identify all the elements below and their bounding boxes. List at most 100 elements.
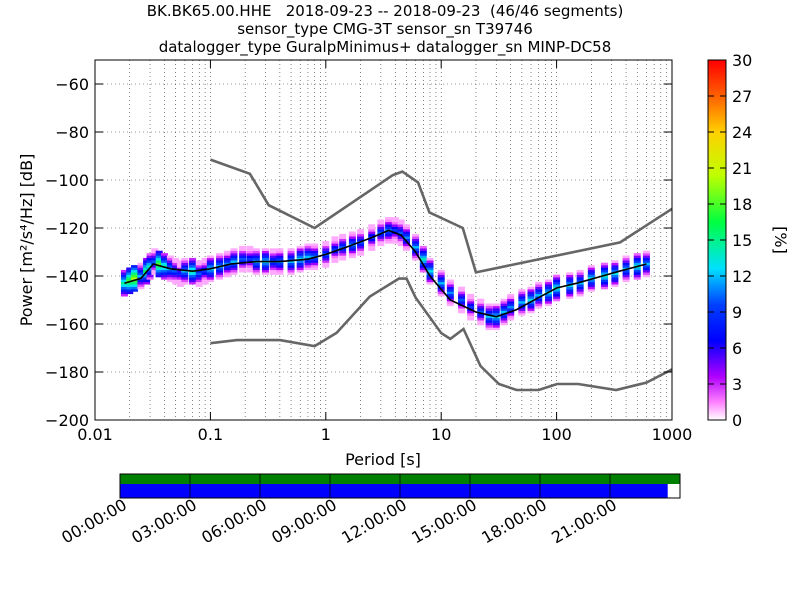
x-tick-label: 100 bbox=[541, 425, 572, 444]
heatmap-cell bbox=[446, 291, 454, 295]
heatmap-cell bbox=[181, 277, 189, 280]
heatmap-cell bbox=[622, 260, 630, 263]
heatmap-cell bbox=[535, 293, 543, 297]
heatmap-cell bbox=[276, 253, 284, 256]
heatmap-cell bbox=[576, 269, 584, 273]
heatmap-cell bbox=[553, 279, 561, 283]
heatmap-cell bbox=[137, 262, 145, 266]
heatmap-cell bbox=[477, 315, 485, 319]
y-tick-label: −200 bbox=[45, 411, 89, 430]
heatmap-cell bbox=[206, 257, 214, 261]
heatmap-cell bbox=[322, 243, 330, 247]
heatmap-cell bbox=[276, 250, 284, 254]
y-axis-ticks: −200 −180 −160 −140 −120 −100 −80 −60 bbox=[45, 75, 672, 430]
heatmap-cell bbox=[287, 262, 295, 266]
heatmap-cell bbox=[166, 255, 174, 259]
heatmap-cell bbox=[172, 269, 180, 273]
heatmap-cell bbox=[402, 236, 410, 239]
heatmap-cell bbox=[189, 277, 197, 280]
heatmap-cell bbox=[535, 298, 543, 302]
heatmap-cell bbox=[252, 257, 260, 261]
heatmap-cell bbox=[120, 272, 128, 275]
heatmap-cell bbox=[357, 238, 365, 242]
heatmap-cell bbox=[206, 274, 214, 278]
heatmap-cell bbox=[642, 267, 650, 271]
heatmap-cell bbox=[181, 272, 189, 275]
heatmap-cell bbox=[397, 236, 405, 239]
heatmap-cell bbox=[311, 253, 319, 256]
heatmap-cell bbox=[261, 265, 269, 268]
heatmap-cell bbox=[397, 238, 405, 242]
heatmap-cell bbox=[368, 241, 376, 244]
heatmap-cell bbox=[467, 313, 475, 316]
heatmap-cell bbox=[176, 279, 184, 283]
heatmap-cell bbox=[458, 305, 466, 309]
heatmap-cell bbox=[296, 255, 304, 259]
heatmap-cell bbox=[172, 272, 180, 275]
heatmap-cell bbox=[507, 317, 515, 321]
heatmap-cell bbox=[492, 322, 500, 326]
heatmap-cell bbox=[458, 293, 466, 297]
heatmap-cell bbox=[385, 226, 393, 230]
heatmap-cell bbox=[189, 257, 197, 261]
heatmap-cell bbox=[172, 279, 180, 283]
heatmap-cell bbox=[166, 272, 174, 275]
heatmap-cell bbox=[611, 279, 619, 283]
heatmap-cell bbox=[412, 255, 420, 259]
heatmap-cell bbox=[206, 272, 214, 275]
heatmap-cell bbox=[412, 245, 420, 249]
heatmap-cell bbox=[535, 289, 543, 292]
heatmap-cell bbox=[155, 262, 163, 266]
heatmap-cell bbox=[239, 267, 247, 271]
heatmap-cell bbox=[385, 233, 393, 237]
heatmap-cell bbox=[223, 255, 231, 259]
heatmap-cell bbox=[576, 277, 584, 280]
heatmap-cell bbox=[622, 279, 630, 283]
colorbar-tick-label: 21 bbox=[732, 159, 752, 178]
heatmap-cell bbox=[151, 269, 159, 273]
x-tick-label: 1000 bbox=[652, 425, 693, 444]
heatmap-cell bbox=[160, 272, 168, 275]
heatmap-cell bbox=[230, 260, 238, 263]
heatmap-cell bbox=[348, 248, 356, 251]
timeline-tick-label: 09:00:00 bbox=[268, 495, 340, 547]
heatmap-cell bbox=[137, 286, 145, 290]
heatmap-cell bbox=[437, 286, 445, 290]
heatmap-cell bbox=[216, 272, 224, 275]
heatmap-cell bbox=[391, 229, 399, 232]
colorbar-tick-label: 0 bbox=[732, 411, 742, 430]
heatmap-cell bbox=[544, 298, 552, 302]
heatmap-cell bbox=[304, 250, 312, 254]
heatmap-cell bbox=[195, 274, 203, 278]
heatmap-cell bbox=[527, 293, 535, 297]
heatmap-cell bbox=[206, 269, 214, 273]
heatmap-cell bbox=[437, 281, 445, 285]
heatmap-cell bbox=[120, 293, 128, 297]
heatmap-cell bbox=[146, 260, 154, 263]
heatmap-cell bbox=[566, 279, 574, 283]
heatmap-cell bbox=[385, 219, 393, 223]
heatmap-cell bbox=[576, 274, 584, 278]
heatmap-cell bbox=[348, 245, 356, 249]
heatmap-cell bbox=[566, 296, 574, 299]
heatmap-cell bbox=[622, 277, 630, 280]
heatmap-cell bbox=[642, 253, 650, 256]
heatmap-cell bbox=[276, 262, 284, 266]
heatmap-cell bbox=[402, 224, 410, 227]
heatmap-cell bbox=[131, 289, 139, 292]
heatmap-cell bbox=[120, 277, 128, 280]
heatmap-cell bbox=[151, 260, 159, 263]
heatmap-cell bbox=[600, 281, 608, 285]
heatmap-cell bbox=[446, 293, 454, 297]
heatmap-cell bbox=[402, 231, 410, 235]
chart-title-line-3: datalogger_type GuralpMinimus+ datalogge… bbox=[158, 38, 612, 56]
heatmap-cell bbox=[311, 267, 319, 271]
heatmap-cell bbox=[544, 281, 552, 285]
heatmap-cell bbox=[518, 291, 526, 295]
heatmap-cell bbox=[216, 262, 224, 266]
heatmap-cell bbox=[172, 257, 180, 261]
heatmap-cell bbox=[391, 217, 399, 220]
heatmap-cell bbox=[391, 233, 399, 237]
heatmap-cell bbox=[166, 279, 174, 283]
